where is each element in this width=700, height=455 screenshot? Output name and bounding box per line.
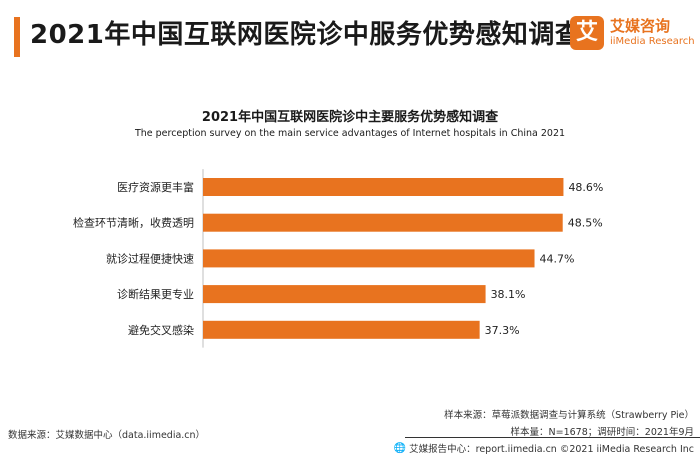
footer-divider — [405, 437, 700, 438]
category-label: 诊断结果更专业 — [117, 287, 194, 301]
value-label: 48.5% — [568, 217, 603, 230]
value-label: 48.6% — [568, 181, 603, 194]
category-label: 就诊过程便捷快速 — [106, 251, 194, 265]
bar — [203, 249, 535, 268]
header-accent-bar — [14, 17, 20, 57]
logo: 艾 艾媒咨询 iiMedia Research — [570, 14, 695, 54]
logo-name-cn: 艾媒咨询 — [610, 17, 671, 35]
bar — [203, 178, 564, 196]
value-label: 44.7% — [540, 252, 575, 265]
chart-subtitle: The perception survey on the main servic… — [134, 128, 566, 139]
value-label: 37.3% — [485, 324, 520, 337]
bar — [203, 320, 480, 339]
category-label: 医疗资源更丰富 — [117, 180, 194, 194]
page-title: 2021年中国互联网医院诊中服务优势感知调查 — [30, 20, 582, 50]
sample-source: 样本来源：草莓派数据调查与计算系统（Strawberry Pie） — [444, 410, 694, 421]
report-center-text: 艾媒报告中心：report.iimedia.cn ©2021 iiMedia R… — [409, 444, 694, 455]
sample-info: 样本量：N=1678；调研时间：2021年9月 — [510, 427, 694, 438]
logo-name-en: iiMedia Research — [610, 36, 695, 47]
bar — [203, 285, 486, 304]
data-source: 数据来源：艾媒数据中心（data.iimedia.cn） — [8, 430, 206, 441]
category-label: 检查环节清晰，收费透明 — [73, 216, 194, 230]
logo-mark-icon: 艾 — [570, 16, 604, 50]
globe-icon: 🌐 — [393, 442, 407, 454]
report-center: 🌐 艾媒报告中心：report.iimedia.cn ©2021 iiMedia… — [394, 441, 694, 455]
chart-title: 2021年中国互联网医院诊中主要服务优势感知调查 — [201, 110, 499, 125]
bar — [203, 213, 563, 232]
value-label: 38.1% — [491, 288, 526, 301]
category-label: 避免交叉感染 — [128, 323, 194, 337]
